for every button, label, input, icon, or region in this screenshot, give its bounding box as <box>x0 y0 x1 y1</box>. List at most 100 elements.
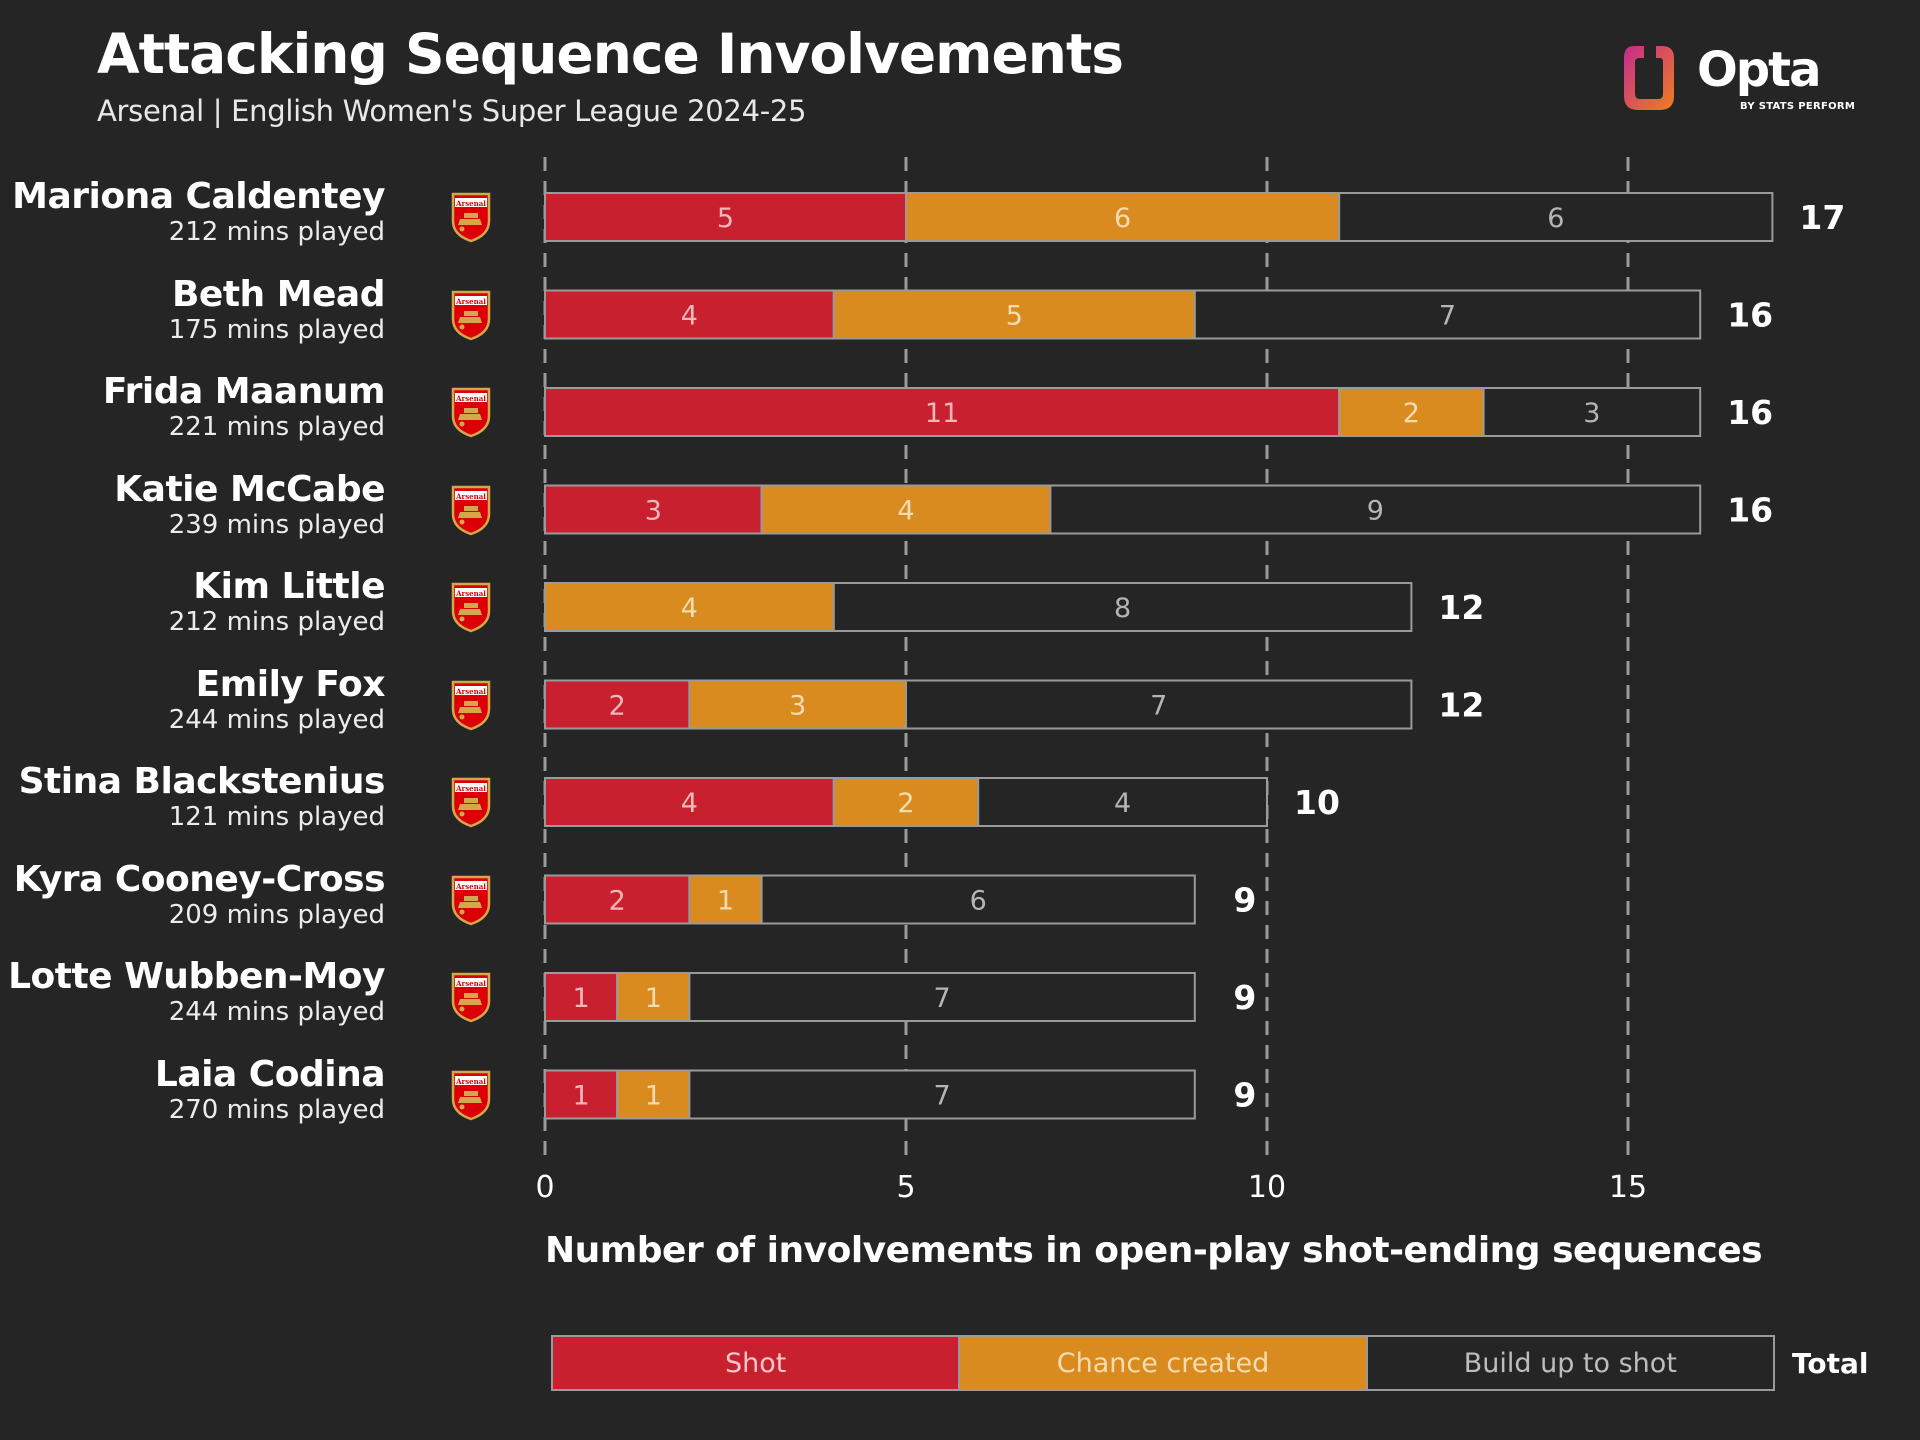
player-minutes: 209 mins played <box>168 899 385 930</box>
opta-tagline: BY STATS PERFORM <box>1740 101 1856 112</box>
player-minutes: 244 mins played <box>168 704 385 735</box>
player-name: Emily Fox <box>195 663 386 705</box>
data-label: 5 <box>1006 301 1023 332</box>
legend-build-up: Build up to shot <box>1365 1337 1773 1389</box>
arsenal-crest-icon: Arsenal <box>451 1070 491 1120</box>
data-label: 2 <box>897 788 914 819</box>
player-name: Lotte Wubben-Moy <box>8 956 385 997</box>
chart-title: Attacking Sequence Involvements <box>97 22 1124 86</box>
player-name: Mariona Caldentey <box>12 176 385 217</box>
crest-text: Arsenal <box>455 979 486 988</box>
crest-text: Arsenal <box>455 297 486 306</box>
player-name: Katie McCabe <box>114 468 385 510</box>
total-label: 16 <box>1727 491 1773 530</box>
total-label: 12 <box>1438 588 1484 627</box>
bar-segment <box>688 972 1196 1022</box>
bar-segment <box>1193 289 1702 340</box>
data-label: 2 <box>609 886 626 917</box>
bar-segment <box>544 387 1341 437</box>
crest-text: Arsenal <box>455 492 486 501</box>
data-label: 5 <box>717 203 734 234</box>
data-label: 1 <box>645 983 662 1014</box>
crest-text: Arsenal <box>455 1077 486 1086</box>
opta-logo-icon <box>1624 46 1674 110</box>
total-label: 10 <box>1294 783 1340 822</box>
legend: Shot Chance created Build up to shot <box>551 1335 1775 1391</box>
arsenal-crest-icon: Arsenal <box>451 192 491 243</box>
x-tick-label: 15 <box>1609 1170 1647 1205</box>
data-label: 1 <box>573 1081 590 1112</box>
bar-segment <box>760 874 1196 925</box>
data-label: 1 <box>717 886 734 917</box>
data-label: 4 <box>681 788 698 819</box>
player-minutes: 270 mins played <box>168 1094 385 1125</box>
opta-wordmark: Opta <box>1697 42 1821 98</box>
x-axis-label: Number of involvements in open-play shot… <box>545 1230 1763 1271</box>
data-label: 4 <box>681 301 698 332</box>
bar-segment <box>616 1069 691 1120</box>
bar-segment <box>1482 387 1702 437</box>
crest-text: Arsenal <box>455 199 486 208</box>
data-label: 3 <box>789 691 806 722</box>
data-label: 6 <box>1547 203 1564 234</box>
crest-text: Arsenal <box>455 394 486 403</box>
crest-text: Arsenal <box>455 589 486 598</box>
player-minutes: 221 mins played <box>168 412 385 442</box>
player-name: Frida Maanum <box>102 371 386 412</box>
data-label: 7 <box>934 983 951 1014</box>
bar-segment <box>688 1069 1196 1120</box>
player-minutes: 175 mins played <box>168 314 385 345</box>
data-label: 7 <box>1439 301 1456 332</box>
player-minutes: 121 mins played <box>168 802 385 832</box>
x-tick-label: 10 <box>1248 1170 1286 1205</box>
bar-segment <box>977 777 1268 827</box>
data-label: 4 <box>1114 788 1131 819</box>
data-label: 11 <box>925 398 959 429</box>
bar-segment <box>832 289 1196 340</box>
data-label: 4 <box>681 593 698 624</box>
x-tick-label: 0 <box>535 1170 554 1205</box>
opta-logo: Opta BY STATS PERFORM <box>1620 38 1855 118</box>
data-label: 9 <box>1367 496 1384 527</box>
crest-text: Arsenal <box>455 882 486 891</box>
arsenal-crest-icon: Arsenal <box>451 387 491 438</box>
total-label: 9 <box>1233 978 1256 1017</box>
data-label: 7 <box>1150 691 1167 722</box>
data-label: 6 <box>1114 203 1131 234</box>
bar-segment <box>544 289 835 340</box>
player-name: Stina Blackstenius <box>18 761 386 802</box>
data-label: 3 <box>645 496 662 527</box>
player-minutes: 212 mins played <box>168 217 385 247</box>
bar-segment <box>544 972 619 1022</box>
data-label: 8 <box>1114 593 1131 624</box>
arsenal-crest-icon: Arsenal <box>451 972 491 1023</box>
bar-segment <box>760 484 1052 535</box>
player-minutes: 212 mins played <box>168 607 385 637</box>
data-label: 1 <box>645 1081 662 1112</box>
player-minutes: 239 mins played <box>168 509 385 540</box>
player-minutes: 244 mins played <box>168 997 385 1027</box>
total-label: 17 <box>1799 198 1845 237</box>
bar-segment <box>544 192 907 242</box>
arsenal-crest-icon: Arsenal <box>451 582 491 633</box>
bar-segment <box>616 972 691 1022</box>
bar-segment <box>544 679 691 730</box>
legend-total: Total <box>1792 1347 1869 1380</box>
total-label: 12 <box>1438 686 1484 725</box>
data-label: 1 <box>573 983 590 1014</box>
legend-shot: Shot <box>553 1337 959 1389</box>
total-label: 16 <box>1727 296 1773 335</box>
x-tick-label: 5 <box>896 1170 915 1205</box>
data-label: 2 <box>1403 398 1420 429</box>
data-label: 3 <box>1583 398 1600 429</box>
bar-segment <box>832 777 980 827</box>
bar-segment <box>1338 387 1485 437</box>
arsenal-crest-icon: Arsenal <box>451 290 491 340</box>
bar-segment <box>544 874 691 925</box>
arsenal-crest-icon: Arsenal <box>451 875 491 925</box>
crest-text: Arsenal <box>455 784 486 793</box>
chart-subtitle: Arsenal | English Women's Super League 2… <box>97 94 807 128</box>
player-name: Kyra Cooney-Cross <box>13 858 386 900</box>
total-label: 9 <box>1233 1076 1256 1115</box>
